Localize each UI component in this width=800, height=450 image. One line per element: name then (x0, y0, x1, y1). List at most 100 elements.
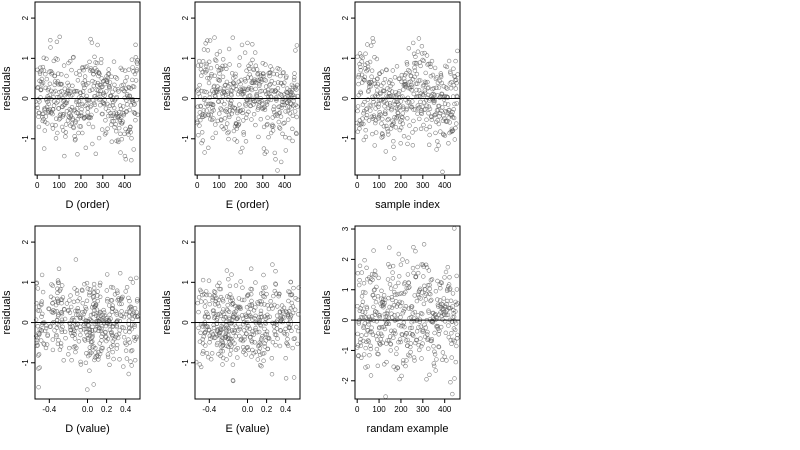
data-point (67, 88, 73, 94)
data-point (248, 306, 253, 312)
data-point (280, 131, 285, 137)
data-point (403, 81, 409, 87)
data-point (102, 101, 107, 107)
data-point (209, 117, 215, 123)
data-point (68, 304, 74, 310)
data-point (225, 324, 230, 330)
data-point (291, 77, 297, 83)
data-point (267, 82, 272, 88)
data-point (228, 347, 234, 353)
data-point (197, 339, 203, 344)
data-point (426, 111, 431, 116)
data-point (79, 107, 84, 112)
data-point (61, 358, 66, 363)
data-point (225, 294, 230, 299)
data-point (50, 283, 55, 288)
data-point (250, 66, 256, 72)
data-point (221, 311, 227, 317)
data-point (419, 356, 424, 361)
data-point (398, 304, 403, 309)
data-point (359, 355, 364, 360)
data-point (239, 297, 245, 303)
data-point (396, 280, 401, 286)
data-point (377, 315, 382, 320)
data-point (379, 288, 384, 293)
data-point (438, 129, 443, 134)
data-point (130, 348, 135, 353)
data-point (253, 313, 258, 318)
data-point (218, 67, 224, 73)
data-point (364, 106, 369, 111)
data-point (413, 274, 419, 279)
data-point (207, 91, 213, 97)
data-point (407, 331, 413, 336)
data-point (254, 330, 260, 335)
data-point (275, 168, 280, 173)
y-tick-label: 1 (341, 56, 350, 61)
data-point (77, 296, 82, 301)
data-point (100, 331, 105, 336)
data-point (437, 114, 442, 119)
data-point (129, 57, 135, 62)
data-point (436, 121, 441, 127)
data-point (369, 74, 374, 79)
data-point (203, 343, 208, 348)
data-point (432, 352, 438, 357)
data-point (243, 352, 248, 357)
data-point (82, 282, 87, 287)
data-point (243, 79, 248, 84)
data-point (107, 80, 113, 85)
data-point (206, 80, 212, 86)
data-point (94, 108, 99, 113)
data-point (230, 362, 236, 367)
data-point (384, 101, 390, 106)
data-point (76, 339, 82, 344)
data-point (211, 311, 216, 316)
data-point (204, 351, 210, 356)
data-point (364, 265, 369, 270)
data-point (376, 352, 381, 357)
data-point (97, 280, 103, 286)
data-point (218, 353, 223, 359)
data-point (212, 57, 218, 62)
data-point (99, 326, 104, 331)
data-point (207, 302, 212, 307)
data-point (110, 333, 115, 339)
data-point (434, 314, 439, 320)
data-point (263, 285, 268, 290)
data-point (400, 121, 406, 126)
data-point (404, 62, 410, 67)
data-point (251, 332, 256, 337)
data-point (134, 310, 139, 315)
data-point (424, 126, 429, 132)
y-tick-label: 2 (181, 239, 190, 244)
data-point (93, 350, 98, 355)
data-point (436, 143, 441, 148)
data-point (433, 130, 438, 136)
data-point (360, 80, 365, 85)
data-point (383, 111, 388, 117)
data-point (237, 55, 243, 60)
data-point (384, 93, 389, 99)
data-point (391, 139, 396, 144)
data-point (35, 286, 41, 291)
data-point (266, 87, 271, 92)
data-point (59, 81, 64, 87)
data-point (399, 300, 405, 305)
data-point (422, 50, 427, 56)
data-point (390, 270, 395, 275)
data-point (290, 126, 295, 132)
data-point (281, 70, 286, 75)
data-point (89, 319, 95, 324)
data-point (239, 337, 244, 342)
data-point (54, 334, 59, 339)
data-point (259, 299, 264, 304)
data-point (40, 311, 45, 317)
data-point (86, 97, 91, 103)
data-point (378, 112, 383, 117)
data-point (98, 60, 104, 66)
data-point (36, 114, 41, 119)
data-point (55, 278, 61, 283)
data-point (440, 105, 445, 110)
data-point (371, 113, 377, 118)
